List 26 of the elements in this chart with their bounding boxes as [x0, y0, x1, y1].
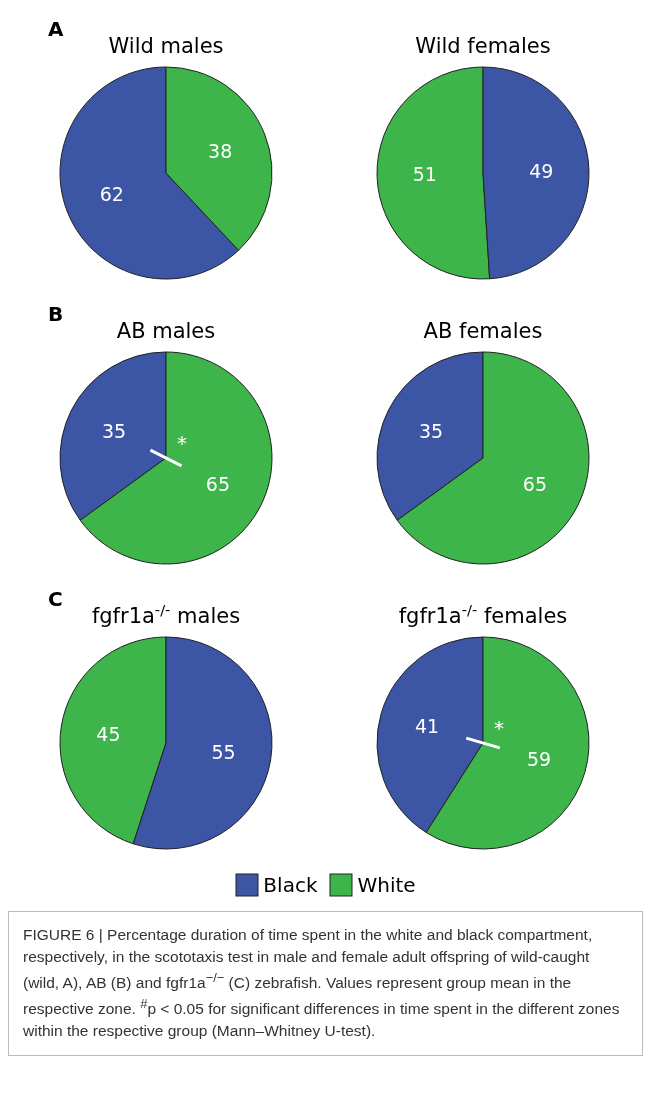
text: A [48, 17, 64, 41]
data-label: 35 [101, 420, 127, 443]
chart-title: fgfr1a$^{-/-}$ males [91, 600, 241, 628]
chart-title: AB females [423, 319, 543, 343]
data-label: 45 [96, 722, 121, 745]
chart-title: Wild males [108, 34, 224, 58]
chart-title: AB males [116, 319, 216, 343]
data-label: 65 [205, 473, 231, 496]
data-label: 35 [418, 420, 444, 443]
chart-title: fgfr1a$^{-/-}$ females [398, 600, 568, 628]
legend-label: Black [263, 873, 318, 897]
text: B [48, 302, 64, 326]
chart-title: Wild females [415, 34, 551, 58]
data-label: 62 [99, 183, 124, 206]
legend-label: White [357, 873, 416, 897]
data-label: 65 [522, 473, 548, 496]
data-label: 38 [208, 140, 233, 163]
data-label: 49 [529, 159, 554, 182]
slash-mark: * [465, 715, 504, 750]
data-label: 41 [414, 715, 440, 738]
data-label: 51 [412, 163, 437, 186]
text: FIGURE 6 | Percentage duration of time spent in the white and black compartment, respectively, in the scototaxis test in male and female adult offspring of wild-caught (wild, A), AB (B) and fgfr1a$^{−/−}$ (C) zebrafish. Values represent group mean in the respective zone. $^{#}$p < 0.05 for significant differences in time spent in the different zones within the respective group (Mann–Whitney U-test). [23, 926, 620, 1040]
data-label: 55 [211, 740, 236, 763]
text: C [48, 587, 63, 611]
slash-mark: * [149, 430, 187, 468]
data-label: 59 [526, 747, 552, 770]
